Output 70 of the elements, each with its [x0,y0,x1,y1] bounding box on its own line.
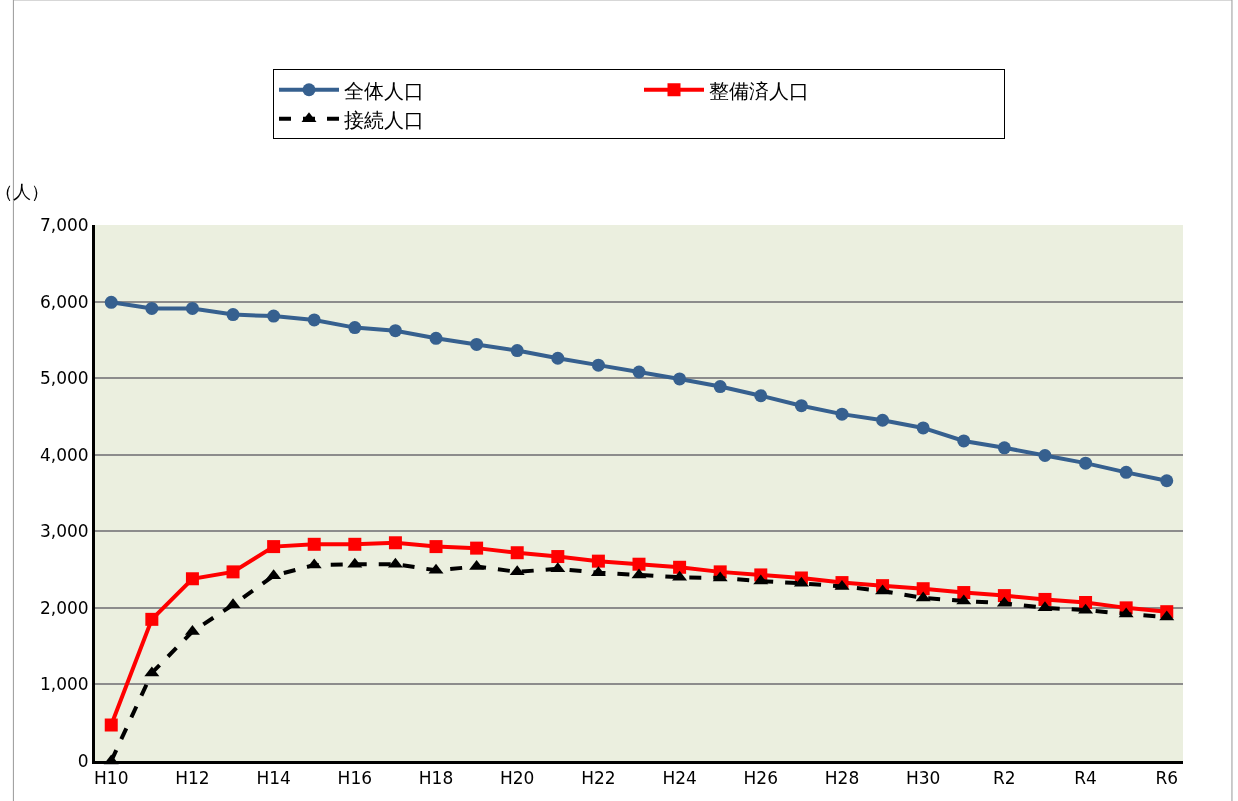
y-tick-label: 4,000 [39,444,89,465]
point [632,557,646,571]
point [916,582,930,596]
point [591,358,605,372]
y-tick-label: 5,000 [39,368,89,389]
x-tick-label: H30 [905,768,941,789]
point [226,565,240,579]
point [388,324,402,338]
x-tick-label: H24 [662,768,697,789]
point [348,537,362,551]
x-tick-label: H28 [824,768,860,789]
point [226,308,240,322]
x-tick-label: H20 [500,768,535,789]
point [1038,592,1052,606]
y-tick-label: 2,000 [39,597,89,618]
point [673,372,687,386]
point [470,337,484,351]
point [348,321,362,335]
point [388,536,402,550]
y-axis-title: （人） [0,181,49,202]
y-tick-label: 3,000 [39,521,89,542]
x-tick-label: H22 [581,768,616,789]
point [145,612,159,626]
point [1038,448,1052,462]
point [835,407,849,421]
point [591,554,605,568]
x-tick-label: R6 [1155,768,1179,789]
point [429,540,443,554]
point [551,550,565,564]
y-tick-label: 7,000 [39,214,89,235]
y-tick-label: 6,000 [39,291,89,312]
point [307,313,321,327]
point [1119,465,1133,479]
legend-label: 整備済人口 [709,78,809,103]
point [632,365,646,379]
point [794,399,808,413]
point [957,434,971,448]
point [1079,456,1093,470]
point [267,309,281,323]
point [551,351,565,365]
x-tick-label: H12 [175,768,210,789]
point [267,540,281,554]
x-tick-label: H10 [94,768,129,789]
point [429,331,443,345]
point [145,301,159,315]
x-tick-label: H16 [337,768,373,789]
point [1160,474,1174,488]
point [997,441,1011,455]
point [104,718,118,732]
x-tick-label: H26 [743,768,778,789]
legend-label: 全体人口 [344,78,424,103]
point [916,421,930,435]
point [754,389,768,403]
y-tick-label: 1,000 [39,674,89,695]
x-tick-label: H18 [418,768,454,789]
point [185,572,199,586]
x-tick-label: H14 [256,768,291,789]
point [510,344,524,358]
x-tick-label: R4 [1074,768,1097,789]
point [104,295,118,309]
point [185,301,199,315]
point [713,380,727,394]
point [307,537,321,551]
point [673,560,687,574]
y-tick-label: 0 [77,750,89,771]
point [510,546,524,560]
point [470,541,484,555]
point [876,413,890,427]
legend-label: 接続人口 [344,107,424,132]
x-tick-label: R2 [993,768,1016,789]
